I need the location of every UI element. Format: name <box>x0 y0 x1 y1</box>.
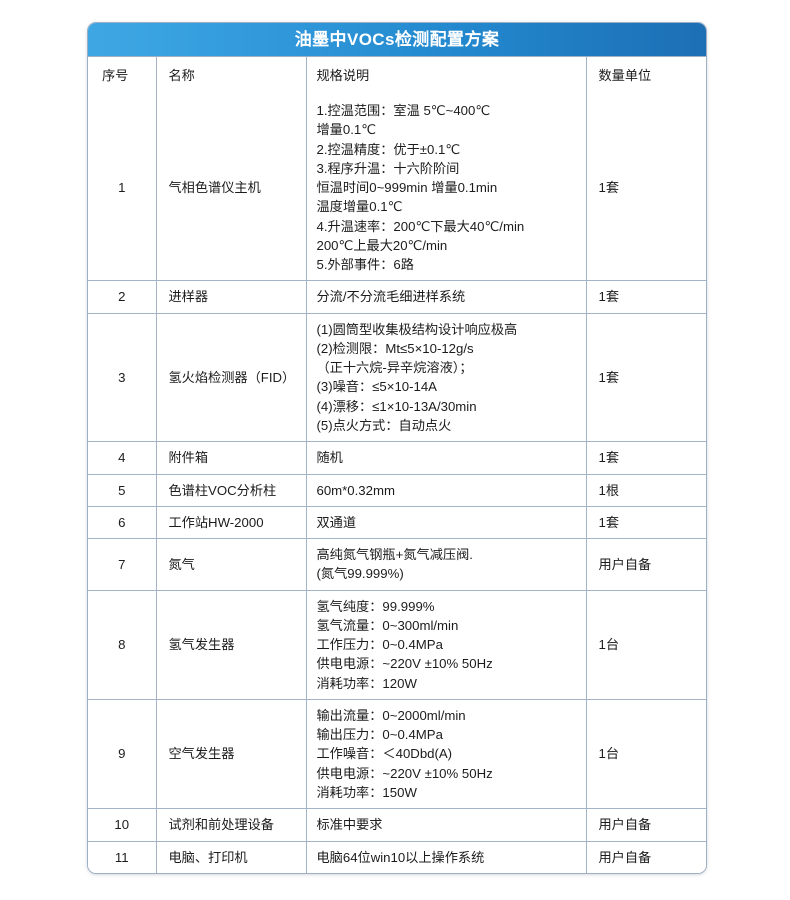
cell-no: 6 <box>88 505 157 540</box>
column-header-unit: 数量单位 <box>585 57 706 95</box>
cell-unit: 1套 <box>585 312 706 443</box>
cell-name: 氢火焰检测器（FID） <box>155 312 307 443</box>
table-row: 1 气相色谱仪主机 1.控温范围：室温 5℃~400℃ 增量0.1℃ 2.控温精度：… <box>88 95 706 282</box>
cell-name: 试剂和前处理设备 <box>155 808 307 842</box>
cell-unit: 1套 <box>585 441 706 475</box>
cell-no: 10 <box>88 808 157 842</box>
cell-name: 氮气 <box>155 538 307 591</box>
cell-unit: 1套 <box>585 280 706 314</box>
cell-no: 5 <box>88 473 157 507</box>
cell-no: 3 <box>88 312 157 443</box>
table-row: 6 工作站HW-2000 双通道 1套 <box>88 505 706 540</box>
table-body: 1 气相色谱仪主机 1.控温范围：室温 5℃~400℃ 增量0.1℃ 2.控温精度：… <box>88 95 706 873</box>
cell-spec: 输出流量：0~2000ml/min 输出压力：0~0.4MPa 工作噪音：＜40… <box>305 698 587 810</box>
cell-unit: 1台 <box>585 698 706 810</box>
table-row: 8 氢气发生器 氢气纯度：99.999% 氢气流量：0~300ml/min 工作压力… <box>88 589 706 700</box>
cell-spec: 标准中要求 <box>305 808 587 842</box>
cell-spec: 高纯氮气钢瓶+氮气减压阀. (氮气99.999%) <box>305 538 587 591</box>
column-header-no: 序号 <box>88 57 157 95</box>
cell-unit: 1根 <box>585 473 706 507</box>
column-header-spec: 规格说明 <box>305 57 587 95</box>
cell-spec: 电脑64位win10以上操作系统 <box>305 840 587 873</box>
cell-spec: (1)圆筒型收集极结构设计响应极高 (2)检测限：Mt≤5×10-12g/s （… <box>305 312 587 443</box>
table-row: 10 试剂和前处理设备 标准中要求 用户自备 <box>88 808 706 842</box>
cell-name: 气相色谱仪主机 <box>155 95 307 282</box>
cell-spec: 双通道 <box>305 505 587 540</box>
cell-unit: 用户自备 <box>585 538 706 591</box>
cell-spec: 分流/不分流毛细进样系统 <box>305 280 587 314</box>
cell-spec: 60m*0.32mm <box>305 473 587 507</box>
cell-no: 7 <box>88 538 157 591</box>
table-row: 4 附件箱 随机 1套 <box>88 441 706 475</box>
cell-unit: 1台 <box>585 589 706 700</box>
cell-unit: 1套 <box>585 95 706 282</box>
table-row: 7 氮气 高纯氮气钢瓶+氮气减压阀. (氮气99.999%) 用户自备 <box>88 538 706 591</box>
cell-name: 空气发生器 <box>155 698 307 810</box>
cell-name: 工作站HW-2000 <box>155 505 307 540</box>
cell-no: 8 <box>88 589 157 700</box>
cell-spec: 1.控温范围：室温 5℃~400℃ 增量0.1℃ 2.控温精度：优于±0.1℃ … <box>305 95 587 282</box>
cell-name: 色谱柱VOC分析柱 <box>155 473 307 507</box>
cell-no: 1 <box>88 95 157 282</box>
cell-spec: 氢气纯度：99.999% 氢气流量：0~300ml/min 工作压力：0~0.4… <box>305 589 587 700</box>
spec-table-container: 油墨中VOCs检测配置方案 序号 名称 规格说明 数量单位 1 气相色谱仪主机 1.… <box>87 22 707 874</box>
cell-unit: 用户自备 <box>585 808 706 842</box>
cell-no: 2 <box>88 280 157 314</box>
column-header-name: 名称 <box>155 57 307 95</box>
cell-name: 进样器 <box>155 280 307 314</box>
table-row: 3 氢火焰检测器（FID） (1)圆筒型收集极结构设计响应极高 (2)检测限：Mt≤… <box>88 312 706 443</box>
cell-no: 9 <box>88 698 157 810</box>
specification-table: 序号 名称 规格说明 数量单位 1 气相色谱仪主机 1.控温范围：室温 5℃~400… <box>88 57 706 873</box>
document-title: 油墨中VOCs检测配置方案 <box>88 23 706 57</box>
cell-name: 氢气发生器 <box>155 589 307 700</box>
cell-name: 附件箱 <box>155 441 307 475</box>
cell-unit: 1套 <box>585 505 706 540</box>
table-header: 序号 名称 规格说明 数量单位 <box>88 57 706 95</box>
table-row: 11 电脑、打印机 电脑64位win10以上操作系统 用户自备 <box>88 840 706 873</box>
table-header-row: 序号 名称 规格说明 数量单位 <box>88 57 706 95</box>
cell-unit: 用户自备 <box>585 840 706 873</box>
table-row: 9 空气发生器 输出流量：0~2000ml/min 输出压力：0~0.4MPa 工作… <box>88 698 706 810</box>
cell-spec: 随机 <box>305 441 587 475</box>
cell-no: 4 <box>88 441 157 475</box>
table-row: 2 进样器 分流/不分流毛细进样系统 1套 <box>88 280 706 314</box>
cell-no: 11 <box>88 840 157 873</box>
table-row: 5 色谱柱VOC分析柱 60m*0.32mm 1根 <box>88 473 706 507</box>
cell-name: 电脑、打印机 <box>155 840 307 873</box>
